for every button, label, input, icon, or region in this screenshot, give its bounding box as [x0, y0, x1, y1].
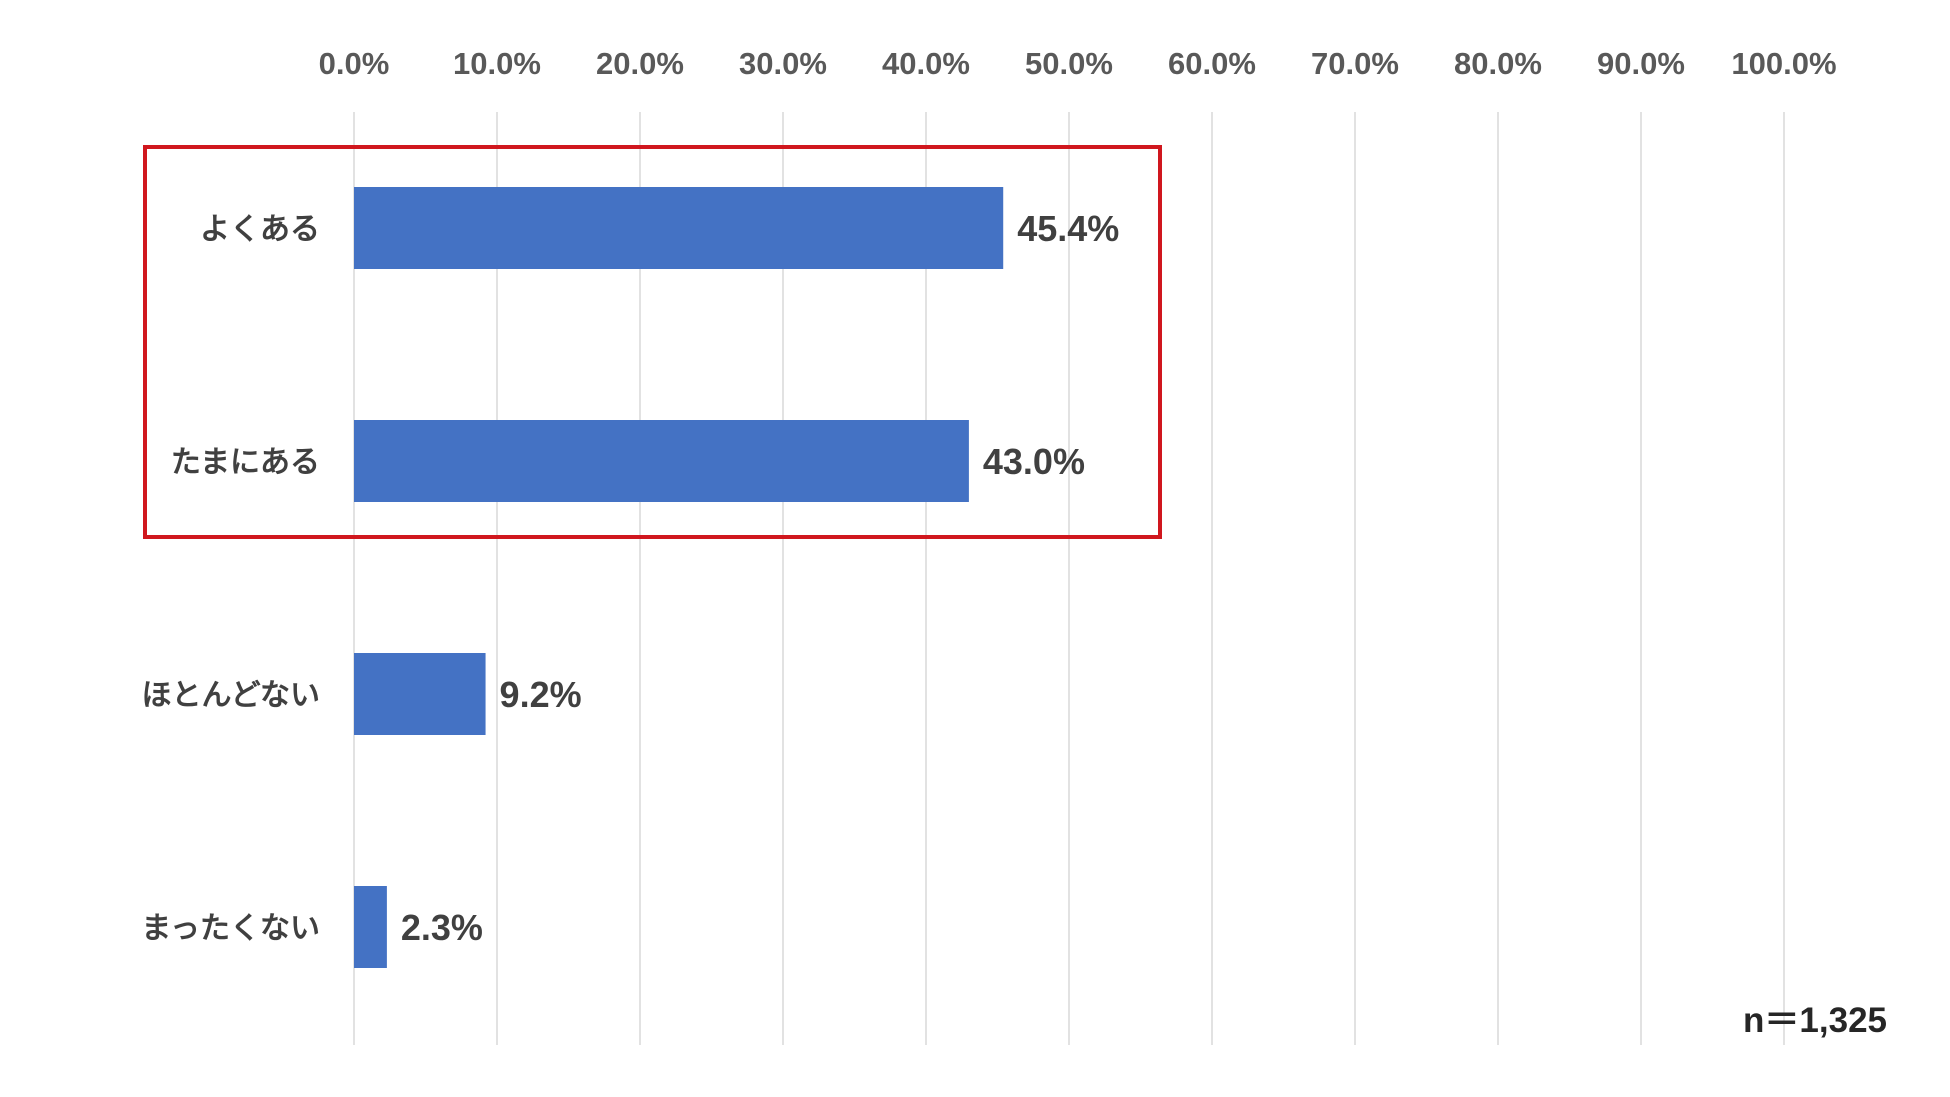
bar — [354, 187, 1004, 269]
category-label: よくある — [200, 212, 320, 247]
data-label: 43.0% — [983, 441, 1085, 482]
x-tick-label: 80.0% — [1454, 46, 1542, 81]
x-tick-label: 70.0% — [1311, 46, 1399, 81]
x-tick-label: 30.0% — [739, 46, 827, 81]
x-tick-label: 40.0% — [882, 46, 970, 81]
x-tick-label: 90.0% — [1597, 46, 1685, 81]
x-tick-label: 60.0% — [1168, 46, 1256, 81]
bar — [354, 886, 387, 968]
category-label: ほとんどない — [142, 678, 321, 713]
category-label: たまにある — [171, 445, 320, 480]
category-label: まったくない — [141, 911, 320, 946]
highlight-box — [143, 145, 1162, 539]
x-tick-label: 100.0% — [1731, 46, 1836, 81]
x-tick-label: 50.0% — [1025, 46, 1113, 81]
value-labels: 45.4% 43.0% 9.2% 2.3% — [401, 208, 1119, 948]
sample-size-note: n＝1,325 — [1743, 1001, 1887, 1040]
x-tick-label: 20.0% — [596, 46, 684, 81]
bar — [354, 420, 969, 502]
data-label: 2.3% — [401, 907, 483, 948]
x-tick-label: 10.0% — [453, 46, 541, 81]
bars — [354, 187, 1004, 968]
x-axis-ticks: 0.0% 10.0% 20.0% 30.0% 40.0% 50.0% 60.0% 70.0% 8… — [319, 46, 1837, 81]
bar — [354, 653, 486, 735]
x-tick-label: 0.0% — [319, 46, 390, 81]
data-label: 45.4% — [1017, 208, 1119, 249]
data-label: 9.2% — [500, 674, 582, 715]
